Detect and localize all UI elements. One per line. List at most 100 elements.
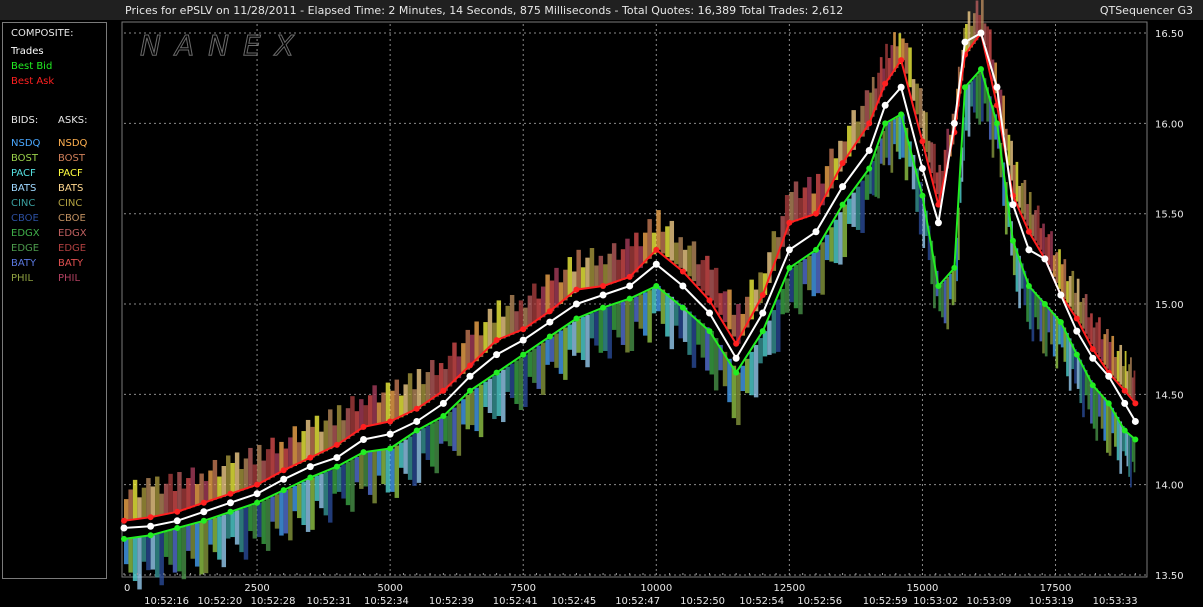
ask-quote-bar — [678, 237, 683, 268]
ask-quote-bar — [722, 291, 728, 323]
series-line-best-bid — [123, 67, 1137, 540]
ask-quote-bar — [918, 88, 923, 128]
ask-quote-bar — [1060, 264, 1064, 295]
bid-quote-bar — [412, 433, 417, 486]
point-best-bid — [898, 111, 905, 118]
ask-quote-bar — [345, 408, 351, 439]
point-trades — [706, 309, 714, 317]
ask-quote-bar — [1034, 210, 1037, 241]
bid-quote-bar — [731, 365, 737, 419]
ask-quote-bar — [691, 241, 697, 282]
ask-quote-bar — [186, 478, 191, 509]
ask-quote-bar — [572, 271, 577, 294]
bid-quote-bar — [230, 511, 235, 538]
bid-quote-bar — [793, 264, 799, 309]
bid-quote-bar — [399, 442, 404, 468]
point-best-bid — [147, 532, 154, 539]
ask-quote-bar — [1058, 249, 1061, 289]
ask-quote-bar — [501, 316, 506, 339]
bid-quote-bar — [1044, 304, 1048, 357]
ask-quote-bar — [1028, 192, 1032, 232]
ask-quote-bar — [1084, 294, 1088, 334]
ask-quote-bar — [642, 232, 648, 264]
ask-quote-bar — [771, 231, 777, 271]
bid-quote-bar — [1036, 294, 1040, 330]
point-best-bid — [706, 328, 713, 335]
point-best-ask — [786, 219, 793, 226]
point-best-bid — [993, 120, 1000, 127]
ask-quote-bar — [874, 88, 878, 111]
bid-quote-bar — [1095, 388, 1099, 441]
ask-quote-bar — [261, 460, 266, 483]
ask-quote-bar — [554, 267, 559, 308]
point-trades — [439, 399, 447, 407]
ask-quote-bar — [514, 311, 519, 333]
point-best-ask — [520, 326, 527, 333]
bid-quote-bar — [301, 481, 306, 526]
bid-quote-bar — [908, 141, 912, 167]
ask-quote-bar — [1119, 344, 1123, 385]
bid-quote-bar — [1071, 343, 1075, 370]
bid-quote-bar — [580, 316, 586, 361]
bid-quote-bar — [496, 372, 502, 417]
ask-quote-bar — [915, 83, 919, 115]
point-trades — [1105, 372, 1113, 380]
bid-quote-bar — [501, 369, 506, 423]
ask-quote-bar — [323, 420, 329, 452]
ask-quote-bar — [1007, 134, 1011, 166]
ask-quote-bar — [893, 32, 896, 72]
bid-quote-bar — [887, 121, 891, 166]
bid-quote-bar — [713, 338, 719, 391]
ask-quote-bar — [1050, 231, 1053, 271]
bid-quote-bar — [181, 526, 187, 580]
bid-quote-bar — [860, 180, 865, 233]
ask-quote-bar — [199, 473, 204, 505]
point-best-bid — [121, 535, 127, 542]
point-trades — [599, 291, 607, 299]
ask-quote-bar — [354, 411, 360, 433]
ask-quote-bar — [656, 210, 661, 250]
ask-quote-bar — [292, 426, 297, 467]
ask-quote-bar — [660, 231, 666, 254]
bid-quote-bar — [890, 120, 894, 173]
time-label: 10:52:34 — [364, 596, 409, 607]
bid-quote-bar — [660, 289, 666, 324]
ask-quote-bar — [941, 170, 944, 193]
bid-quote-bar — [705, 327, 710, 371]
point-trades — [918, 165, 926, 173]
point-best-ask — [254, 481, 261, 488]
point-trades — [993, 83, 1001, 91]
bid-quote-bar — [545, 339, 550, 365]
ask-quote-bar — [1128, 364, 1131, 395]
ask-quote-bar — [461, 343, 466, 374]
bid-quote-bar — [877, 145, 880, 199]
bid-quote-bar — [1076, 354, 1080, 389]
bid-quote-bar — [523, 354, 528, 407]
app-name: QTSequencer G3 — [1099, 4, 1193, 17]
ask-quote-bar — [973, 13, 976, 44]
point-best-bid — [413, 427, 420, 434]
point-trades — [173, 517, 181, 525]
ask-quote-bar — [802, 187, 808, 219]
bid-quote-bar — [665, 293, 670, 337]
bid-quote-bar — [961, 147, 964, 182]
bid-quote-bar — [447, 411, 453, 447]
point-trades — [493, 351, 501, 359]
y-tick-label: 16.00 — [1155, 119, 1184, 130]
ask-quote-bar — [523, 307, 528, 330]
bid-quote-bar — [842, 204, 848, 258]
ask-quote-bar — [629, 246, 635, 277]
bid-quote-bar — [483, 381, 488, 407]
ask-quote-bar — [911, 79, 916, 101]
bid-quote-bar — [341, 464, 346, 499]
bid-quote-bar — [434, 420, 439, 474]
bid-quote-bar — [718, 344, 723, 371]
x-tick-label: 7500 — [510, 583, 535, 594]
bid-quote-bar — [554, 333, 559, 368]
bid-quote-bar — [1130, 434, 1132, 488]
bid-quote-bar — [465, 394, 470, 430]
point-trades — [977, 29, 985, 37]
bid-quote-bar — [954, 267, 957, 303]
point-best-bid — [951, 264, 958, 271]
chart-title: Prices for ePSLV on 11/28/2011 - Elapsed… — [125, 4, 844, 17]
